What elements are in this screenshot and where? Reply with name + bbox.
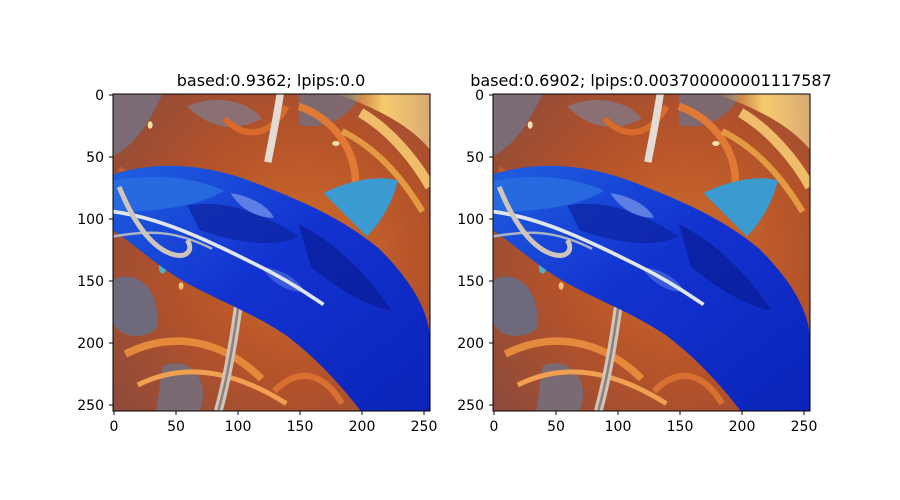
x-tick-label: 0: [490, 419, 499, 435]
panel-right: based:0.6902; lpips:0.003700000001117587…: [457, 71, 832, 435]
axes-frame-right: [492, 93, 811, 412]
y-tick-label: 200: [457, 336, 484, 352]
image-right: [493, 94, 810, 411]
y-tick-label: 100: [457, 212, 484, 228]
y-tick-label: 0: [95, 88, 104, 104]
panel-title-right: based:0.6902; lpips:0.003700000001117587: [470, 71, 832, 90]
x-tick-label: 150: [287, 419, 314, 435]
x-tick-label: 250: [411, 419, 438, 435]
y-tick-label: 0: [475, 88, 484, 104]
y-tick-label: 150: [457, 274, 484, 290]
y-ticks-left: 0 50 100 150 200 250: [77, 88, 113, 414]
x-tick-label: 50: [547, 419, 565, 435]
y-tick-label: 50: [466, 150, 484, 166]
axes-frame-left: [112, 93, 431, 412]
y-tick-label: 150: [77, 274, 104, 290]
x-tick-label: 200: [349, 419, 376, 435]
y-tick-label: 250: [77, 398, 104, 414]
y-tick-label: 50: [86, 150, 104, 166]
panel-title-left: based:0.9362; lpips:0.0: [177, 71, 366, 90]
y-ticks-right: 0 50 100 150 200 250: [457, 88, 493, 414]
x-ticks-left: 0 50 100 150 200 250: [110, 411, 438, 435]
y-tick-label: 100: [77, 212, 104, 228]
x-tick-label: 150: [667, 419, 694, 435]
panel-left: based:0.9362; lpips:0.0 0 50 100 150 200…: [77, 71, 437, 435]
image-left: [113, 94, 430, 411]
x-tick-label: 250: [791, 419, 818, 435]
x-tick-label: 0: [110, 419, 119, 435]
y-tick-label: 250: [457, 398, 484, 414]
x-tick-label: 100: [605, 419, 632, 435]
x-tick-label: 200: [729, 419, 756, 435]
y-tick-label: 200: [77, 336, 104, 352]
x-tick-label: 50: [167, 419, 185, 435]
x-tick-label: 100: [225, 419, 252, 435]
x-ticks-right: 0 50 100 150 200 250: [490, 411, 818, 435]
